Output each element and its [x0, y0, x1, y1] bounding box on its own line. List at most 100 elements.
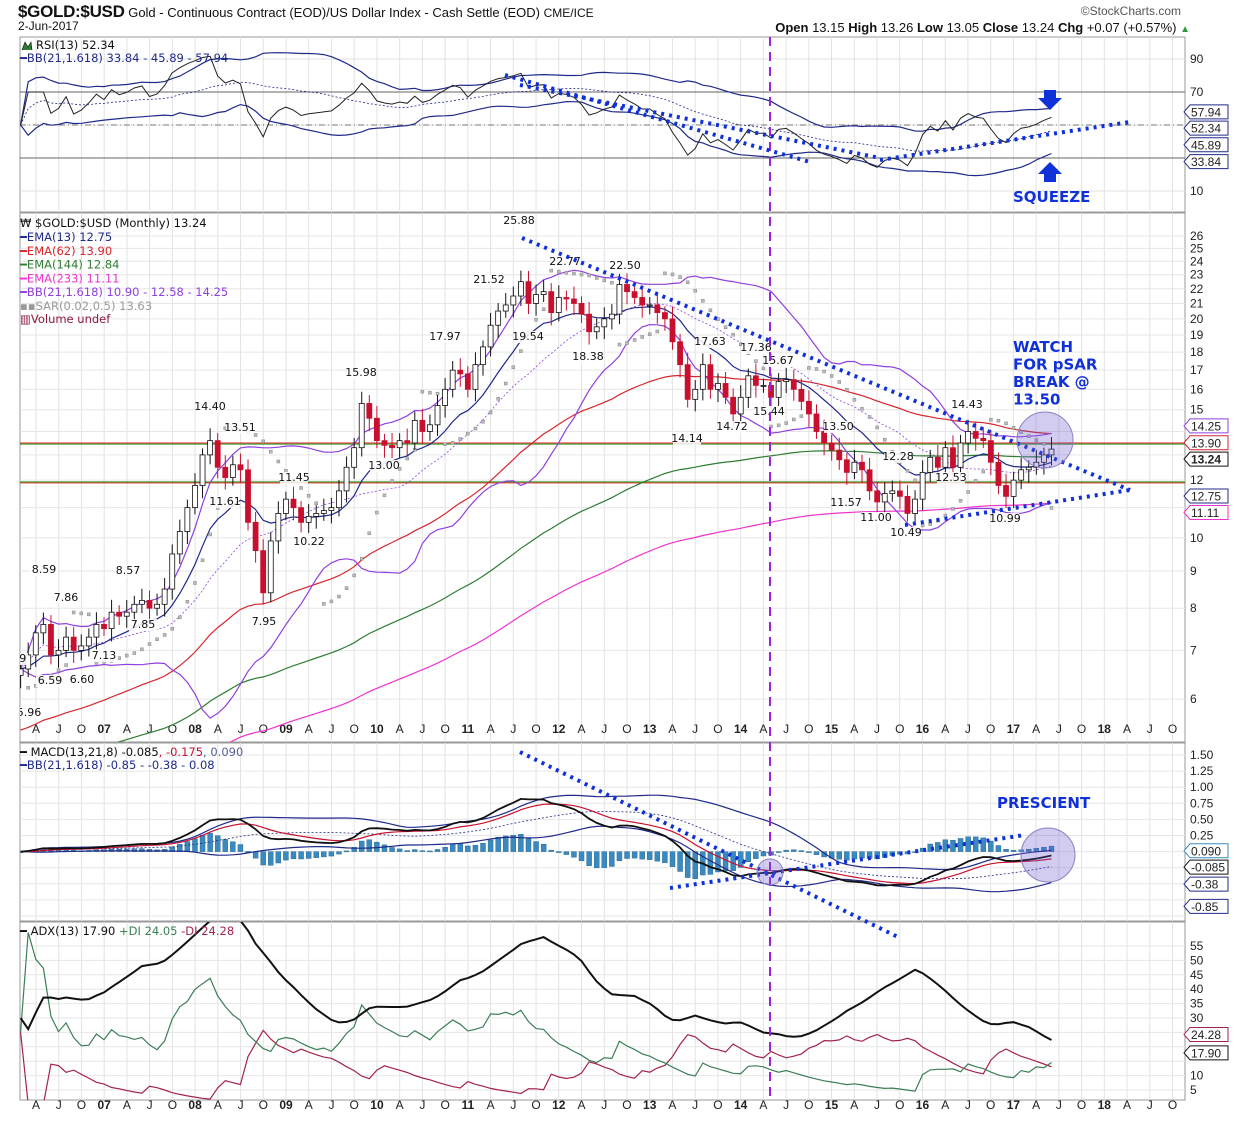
candle	[176, 531, 183, 555]
candle	[919, 471, 926, 500]
candle	[798, 388, 805, 402]
sar-dot	[723, 325, 728, 329]
macd-hist-bar	[510, 835, 517, 852]
adx-axis-tick: 30	[1190, 1011, 1204, 1025]
macd-line	[20, 797, 1052, 887]
candle	[389, 444, 395, 449]
high-value: 13.26	[880, 20, 914, 35]
candle	[472, 364, 479, 390]
sar-dot	[329, 599, 334, 604]
macd-hist-bar	[389, 847, 395, 852]
macd-tag: -0.38	[1191, 878, 1219, 892]
candle	[275, 513, 282, 542]
price-label-bg	[862, 512, 890, 524]
x-tick-label: 08	[188, 722, 202, 736]
macd-hist-bar	[442, 846, 448, 852]
candle	[646, 304, 653, 307]
macd-hist-bar	[268, 851, 274, 866]
x-tick-label: A	[32, 1098, 40, 1112]
sar-dot	[519, 349, 523, 353]
sar-dot	[685, 280, 690, 285]
macd-signal-line	[20, 803, 1052, 885]
x-tick-label: J	[1147, 1098, 1153, 1112]
rsi-tag: 52.34	[1191, 122, 1221, 136]
candle	[987, 440, 994, 463]
macd-hist-bar	[813, 851, 820, 855]
candle	[548, 291, 555, 314]
x-tick-label: O	[713, 1098, 722, 1112]
macd-hist-bar	[798, 850, 805, 852]
open-label: Open	[775, 20, 809, 35]
x-tick-label: A	[396, 722, 404, 736]
adx-axis-tick: 5	[1190, 1083, 1197, 1097]
sar-dot	[79, 611, 84, 616]
sar-dot	[299, 486, 303, 490]
candle	[631, 291, 638, 298]
macd-hist-bar	[684, 851, 691, 878]
x-tick-label: A	[305, 1098, 313, 1112]
ema13-line	[20, 306, 1052, 670]
price-label: 11.61	[209, 495, 241, 508]
price-axis-tick: 22	[1190, 282, 1204, 296]
x-tick-label: O	[77, 722, 86, 736]
sar-dot	[602, 278, 607, 283]
legend-ema233-part: ━EMA(233) 11.11	[19, 271, 119, 285]
sar-dot	[632, 338, 637, 342]
macd-hist-bar	[351, 847, 357, 852]
legend-ema62: ━EMA(62) 13.90	[19, 244, 112, 258]
price-label-bg	[250, 616, 278, 628]
sar-dot	[829, 374, 834, 378]
x-tick-label: O	[622, 722, 631, 736]
candle	[32, 632, 39, 656]
macd-hist-bar	[647, 851, 653, 860]
macd-hist-bar	[359, 840, 365, 852]
macd-bb-legend: ━BB(21,1.618) -0.85 - -0.38 - 0.08	[19, 758, 215, 772]
price-label-bg	[673, 433, 701, 445]
sar-dot	[503, 381, 508, 386]
candle	[715, 383, 721, 390]
macd-hist-bar	[192, 838, 198, 852]
price-axis-tick: 17	[1190, 363, 1204, 377]
x-tick-label: O	[440, 1098, 449, 1112]
macd-hist-bar	[594, 851, 600, 869]
price-tag: 13.90	[1191, 436, 1221, 450]
x-tick-label: J	[147, 722, 153, 736]
price-label-bg	[884, 451, 912, 463]
x-tick-label: A	[214, 722, 222, 736]
sar-dot	[390, 479, 394, 483]
macd-bb-mid	[20, 810, 1052, 880]
sar-dot	[56, 668, 61, 672]
price-label-bg	[295, 536, 323, 548]
price-label: 17.36	[740, 341, 772, 354]
x-tick-label: J	[56, 1098, 62, 1112]
candle	[616, 284, 623, 315]
price-tag-bg	[1183, 488, 1229, 504]
candle	[78, 645, 85, 651]
adx-axis-tick: 40	[1190, 982, 1204, 996]
candle	[207, 440, 214, 456]
sar-dot	[367, 531, 372, 536]
candle	[980, 437, 987, 442]
annotation-watch-line: BREAK @	[1013, 373, 1090, 391]
ema62-line	[20, 374, 1052, 731]
x-tick-label: 14	[734, 1098, 748, 1112]
sar-dot	[973, 479, 978, 483]
macd-tag: -0.085	[1191, 861, 1225, 875]
brand-link[interactable]: ©StockCharts.com	[1080, 4, 1181, 18]
macd-hist-bar	[601, 851, 607, 868]
rsi-tag-bg	[1183, 120, 1229, 136]
sar-dot	[951, 507, 955, 511]
ema233-line	[229, 502, 1052, 742]
macd-hist-bar	[548, 849, 554, 852]
candle	[336, 490, 342, 509]
macd-hist-bar	[214, 835, 221, 852]
legend-volume: ▥Volume undef	[20, 312, 111, 326]
x-tick-label: J	[1056, 722, 1062, 736]
price-label: 6.59	[38, 674, 63, 687]
macd-bb-lower	[20, 825, 1052, 893]
legend-sar: ▪▪SAR(0.02,0.5) 13.63	[20, 299, 152, 313]
candle	[654, 304, 661, 314]
low-value: 13.05	[946, 20, 980, 35]
macd-hist-bar	[791, 849, 797, 852]
